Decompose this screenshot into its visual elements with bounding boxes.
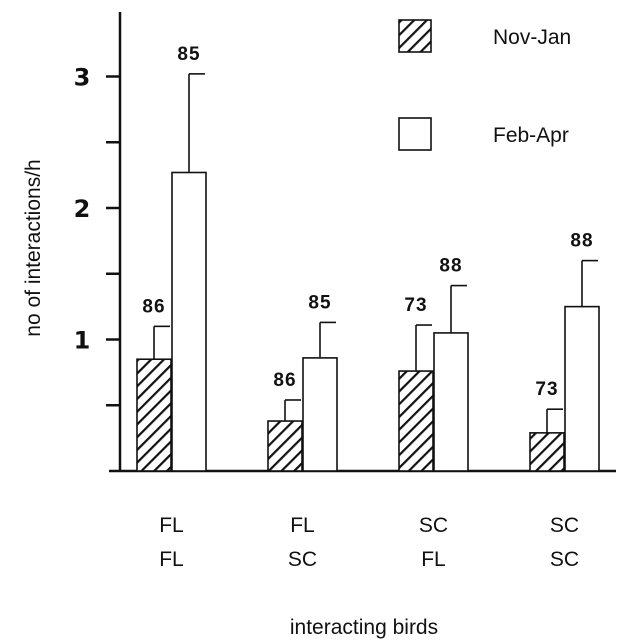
y-tick-label: 2 xyxy=(74,195,91,223)
y-tick-label: 3 xyxy=(74,64,91,92)
x-axis-title: interacting birds xyxy=(290,616,438,639)
legend-swatch xyxy=(398,117,432,151)
bar-nov-jan xyxy=(136,358,172,472)
category-label-line1: SC xyxy=(550,514,579,537)
category-label-line1: FL xyxy=(290,514,315,537)
bar-feb-apr xyxy=(564,305,600,472)
bar-feb-apr xyxy=(171,171,207,472)
category-label-line2: FL xyxy=(421,548,446,571)
sample-size-label: 73 xyxy=(404,295,427,316)
sample-size-label: 73 xyxy=(535,379,558,400)
sample-size-label: 85 xyxy=(177,44,200,65)
category-label-line2: FL xyxy=(159,548,184,571)
legend-swatch xyxy=(398,19,432,53)
y-axis-title: no of interactions/h xyxy=(22,159,45,336)
sample-size-label: 88 xyxy=(570,231,593,252)
legend-label: Feb-Apr xyxy=(493,124,569,147)
sample-size-label: 88 xyxy=(439,256,462,277)
bar-nov-jan xyxy=(398,370,434,472)
category-label-line1: SC xyxy=(419,514,448,537)
category-label-line1: FL xyxy=(159,514,184,537)
sample-size-label: 86 xyxy=(142,296,165,317)
bar-nov-jan xyxy=(529,432,565,472)
legend: Nov-Jan Feb-Apr xyxy=(398,19,571,151)
y-tick-label: 1 xyxy=(74,327,91,355)
legend-label: Nov-Jan xyxy=(493,26,571,49)
sample-size-label: 85 xyxy=(308,292,331,313)
category-label-line2: SC xyxy=(550,548,579,571)
bar-feb-apr xyxy=(302,357,338,472)
bar-nov-jan xyxy=(267,420,303,472)
bar-feb-apr xyxy=(433,332,469,472)
sample-size-label: 86 xyxy=(273,370,296,391)
category-label-line2: SC xyxy=(288,548,317,571)
